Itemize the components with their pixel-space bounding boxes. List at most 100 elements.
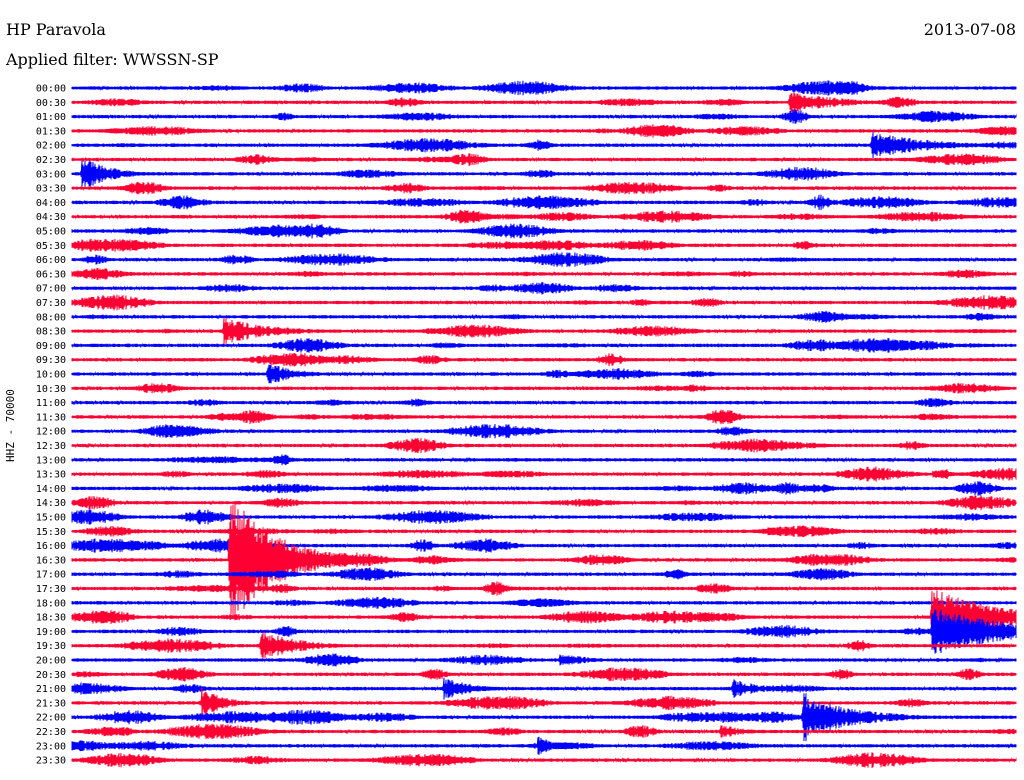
row-label-0500: 05:00 — [36, 227, 66, 238]
trace-0600 — [71, 252, 1017, 267]
row-label-0900: 09:00 — [36, 341, 66, 352]
row-label-0700: 07:00 — [36, 284, 66, 295]
trace-0100 — [71, 109, 1017, 124]
row-label-2200: 22:00 — [36, 713, 66, 724]
trace-1100 — [71, 397, 1017, 408]
trace-0930 — [71, 352, 1017, 367]
row-label-1630: 16:30 — [36, 555, 66, 566]
row-label-0200: 02:00 — [36, 141, 66, 152]
trace-2200 — [71, 693, 1017, 742]
row-label-2100: 21:00 — [36, 684, 66, 695]
trace-0400 — [71, 194, 1017, 211]
trace-2130 — [71, 687, 1017, 719]
row-label-1230: 12:30 — [36, 441, 66, 452]
trace-0900 — [71, 338, 1017, 353]
trace-1030 — [71, 383, 1017, 394]
row-label-1700: 17:00 — [36, 570, 66, 581]
trace-0430 — [71, 209, 1017, 224]
row-label-0030: 00:30 — [36, 98, 66, 109]
trace-1330 — [71, 466, 1017, 482]
trace-1500 — [71, 509, 1017, 525]
row-label-0400: 04:00 — [36, 198, 66, 209]
row-label-1730: 17:30 — [36, 584, 66, 595]
row-label-1330: 13:30 — [36, 470, 66, 481]
filter-label: Applied filter: WWSSN-SP — [6, 50, 219, 69]
row-label-2230: 22:30 — [36, 727, 66, 738]
trace-0330 — [71, 181, 1017, 195]
row-label-2300: 23:00 — [36, 741, 66, 752]
row-label-1530: 15:30 — [36, 527, 66, 538]
trace-0200 — [71, 132, 1017, 159]
trace-0630 — [71, 267, 1017, 280]
trace-0500 — [71, 223, 1017, 239]
trace-1200 — [71, 423, 1017, 439]
row-label-2000: 20:00 — [36, 656, 66, 667]
station-name: HP Paravola — [6, 20, 106, 39]
traces — [71, 80, 1017, 768]
row-label-2330: 23:30 — [36, 756, 66, 767]
trace-1300 — [71, 454, 1017, 466]
trace-1400 — [71, 480, 1017, 496]
row-label-0830: 08:30 — [36, 327, 66, 338]
row-label-1130: 11:30 — [36, 412, 66, 423]
row-label-0430: 04:30 — [36, 212, 66, 223]
row-label-0300: 03:00 — [36, 169, 66, 180]
trace-2030 — [71, 666, 1017, 682]
trace-1600 — [71, 538, 1017, 553]
row-label-0000: 00:00 — [36, 84, 66, 95]
row-label-0100: 01:00 — [36, 112, 66, 123]
trace-1830 — [71, 590, 1017, 644]
row-label-0530: 05:30 — [36, 241, 66, 252]
row-label-1930: 19:30 — [36, 641, 66, 652]
trace-1530 — [71, 525, 1017, 538]
row-label-1200: 12:00 — [36, 427, 66, 438]
trace-0700 — [71, 281, 1017, 295]
trace-0730 — [71, 294, 1017, 311]
row-label-0730: 07:30 — [36, 298, 66, 309]
row-label-1600: 16:00 — [36, 541, 66, 552]
trace-1700 — [71, 567, 1017, 581]
trace-0830 — [71, 317, 1017, 345]
row-label-1000: 10:00 — [36, 370, 66, 381]
row-label-0800: 08:00 — [36, 312, 66, 323]
trace-0000 — [71, 80, 1017, 96]
row-label-0930: 09:30 — [36, 355, 66, 366]
row-label-1900: 19:00 — [36, 627, 66, 638]
trace-2330 — [71, 752, 1017, 768]
row-label-1300: 13:00 — [36, 455, 66, 466]
trace-1230 — [71, 437, 1017, 454]
row-label-1500: 15:00 — [36, 513, 66, 524]
trace-1130 — [71, 409, 1017, 425]
trace-0230 — [71, 153, 1017, 166]
trace-0300 — [71, 160, 1017, 187]
trace-2100 — [71, 677, 1017, 700]
row-label-1030: 10:30 — [36, 384, 66, 395]
row-label-0230: 02:30 — [36, 155, 66, 166]
row-label-2030: 20:30 — [36, 670, 66, 681]
row-label-1100: 11:00 — [36, 398, 66, 409]
trace-1630 — [71, 503, 1017, 617]
row-label-0130: 01:30 — [36, 126, 66, 137]
trace-1930 — [71, 632, 1017, 659]
trace-1900 — [71, 609, 1017, 654]
trace-1730 — [71, 581, 1017, 596]
trace-2000 — [71, 653, 1017, 667]
trace-2300 — [71, 736, 1017, 755]
row-label-1400: 14:00 — [36, 484, 66, 495]
trace-1430 — [71, 495, 1017, 511]
row-label-1830: 18:30 — [36, 613, 66, 624]
trace-0030 — [71, 92, 1017, 113]
trace-2230 — [71, 723, 1017, 740]
trace-0530 — [71, 238, 1017, 252]
row-labels: 00:00 00:30 01:00 01:30 02:00 02:30 03:00 03:30… — [36, 84, 66, 767]
trace-0130 — [71, 124, 1017, 138]
date-label: 2013-07-08 — [923, 20, 1016, 39]
row-label-0600: 06:00 — [36, 255, 66, 266]
row-label-0330: 03:30 — [36, 184, 66, 195]
row-label-0630: 06:30 — [36, 269, 66, 280]
row-label-1800: 18:00 — [36, 598, 66, 609]
row-label-1430: 14:30 — [36, 498, 66, 509]
trace-1000 — [71, 364, 1017, 384]
trace-0800 — [71, 310, 1017, 323]
